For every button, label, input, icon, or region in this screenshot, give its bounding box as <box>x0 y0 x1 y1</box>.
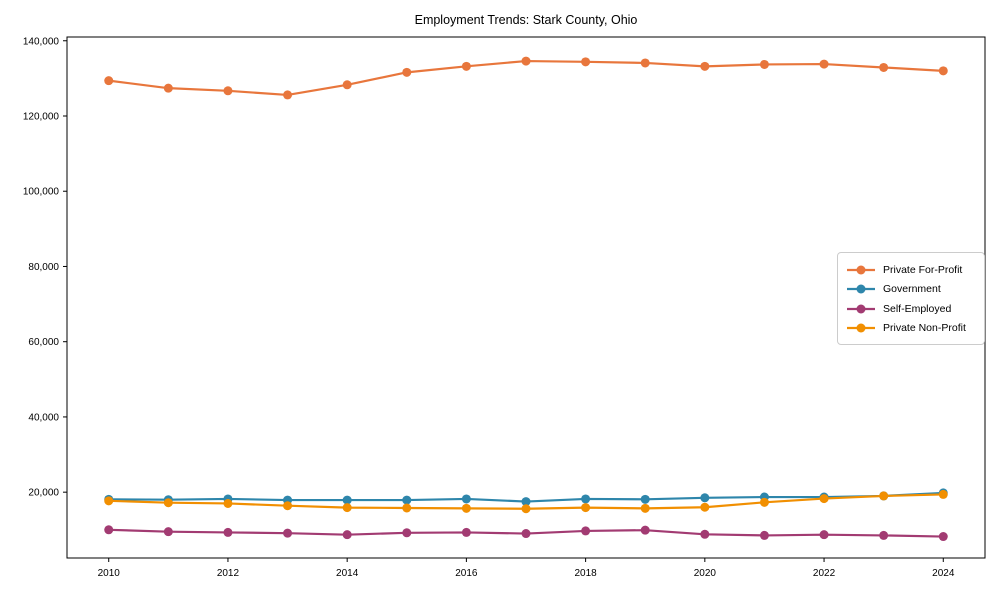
x-axis-tick-label: 2012 <box>217 568 240 579</box>
data-point-marker <box>521 529 531 539</box>
data-point-marker <box>879 62 889 72</box>
data-point-marker <box>521 504 531 514</box>
data-point-marker <box>461 503 471 513</box>
legend-marker-icon <box>847 323 875 333</box>
data-point-marker <box>461 61 471 71</box>
legend-item: Self-Employed <box>846 299 976 319</box>
legend-item: Private Non-Profit <box>846 319 976 339</box>
data-point-marker <box>640 503 650 513</box>
axes-frame <box>66 36 986 559</box>
data-point-marker <box>581 494 591 504</box>
data-point-marker <box>640 494 650 504</box>
data-point-marker <box>938 489 948 499</box>
legend-item-label: Private Non-Profit <box>883 322 966 335</box>
data-point-marker <box>700 61 710 71</box>
data-point-marker <box>283 501 293 511</box>
data-point-marker <box>879 530 889 540</box>
data-point-marker <box>640 58 650 68</box>
data-point-marker <box>342 530 352 540</box>
x-axis-tick-label: 2014 <box>336 568 359 579</box>
legend-marker-icon <box>847 284 875 294</box>
data-point-marker <box>700 493 710 503</box>
legend: Private For-Profit Government Self-Employe… <box>837 252 985 345</box>
data-point-marker <box>938 66 948 76</box>
data-point-marker <box>223 527 233 537</box>
y-axis-tick-label: 100,000 <box>23 187 60 198</box>
y-axis-tick-label: 20,000 <box>28 488 59 499</box>
data-point-marker <box>163 83 173 93</box>
data-point-marker <box>521 56 531 66</box>
x-axis-tick-label: 2018 <box>574 568 597 579</box>
data-point-marker <box>700 502 710 512</box>
data-point-marker <box>700 529 710 539</box>
x-axis-tick-label: 2024 <box>932 568 955 579</box>
data-point-marker <box>461 494 471 504</box>
data-point-marker <box>879 491 889 501</box>
y-axis-tick-label: 140,000 <box>23 36 60 47</box>
data-point-marker <box>342 503 352 513</box>
data-point-marker <box>938 532 948 542</box>
data-point-marker <box>104 76 114 86</box>
data-point-marker <box>640 525 650 535</box>
data-point-marker <box>521 497 531 507</box>
data-point-marker <box>819 530 829 540</box>
data-point-marker <box>819 494 829 504</box>
data-point-marker <box>759 497 769 507</box>
data-point-marker <box>581 526 591 536</box>
legend-item-label: Self-Employed <box>883 302 952 315</box>
y-axis-tick-label: 80,000 <box>28 262 59 273</box>
data-point-marker <box>759 59 769 69</box>
data-point-marker <box>402 67 412 77</box>
y-axis-tick-label: 120,000 <box>23 111 60 122</box>
legend-item: Government <box>846 280 976 300</box>
data-point-marker <box>223 498 233 508</box>
data-point-marker <box>283 90 293 100</box>
data-point-marker <box>819 59 829 69</box>
x-axis-tick-label: 2010 <box>98 568 121 579</box>
legend-item-label: Government <box>883 283 941 296</box>
data-point-marker <box>342 80 352 90</box>
legend-marker-icon <box>847 265 875 275</box>
x-axis-tick-label: 2020 <box>694 568 717 579</box>
data-point-marker <box>223 86 233 96</box>
legend-marker-icon <box>847 304 875 314</box>
data-point-marker <box>342 495 352 505</box>
series-line <box>107 59 945 97</box>
legend-item: Private For-Profit <box>846 260 976 280</box>
data-point-marker <box>283 528 293 538</box>
x-axis-tick-label: 2022 <box>813 568 836 579</box>
data-point-marker <box>104 496 114 506</box>
chart-title: Employment Trends: Stark County, Ohio <box>414 13 638 27</box>
data-point-marker <box>163 527 173 537</box>
legend-item-label: Private For-Profit <box>883 263 963 276</box>
data-point-marker <box>402 495 412 505</box>
y-axis-tick-label: 60,000 <box>28 337 59 348</box>
data-point-marker <box>402 503 412 513</box>
data-point-marker <box>163 498 173 508</box>
y-axis-tick-label: 40,000 <box>28 412 59 423</box>
x-axis-tick-label: 2016 <box>455 568 478 579</box>
data-point-marker <box>581 57 591 67</box>
data-point-marker <box>581 503 591 513</box>
data-point-marker <box>104 525 114 535</box>
data-point-marker <box>402 528 412 538</box>
data-point-marker <box>461 527 471 537</box>
data-point-marker <box>759 530 769 540</box>
